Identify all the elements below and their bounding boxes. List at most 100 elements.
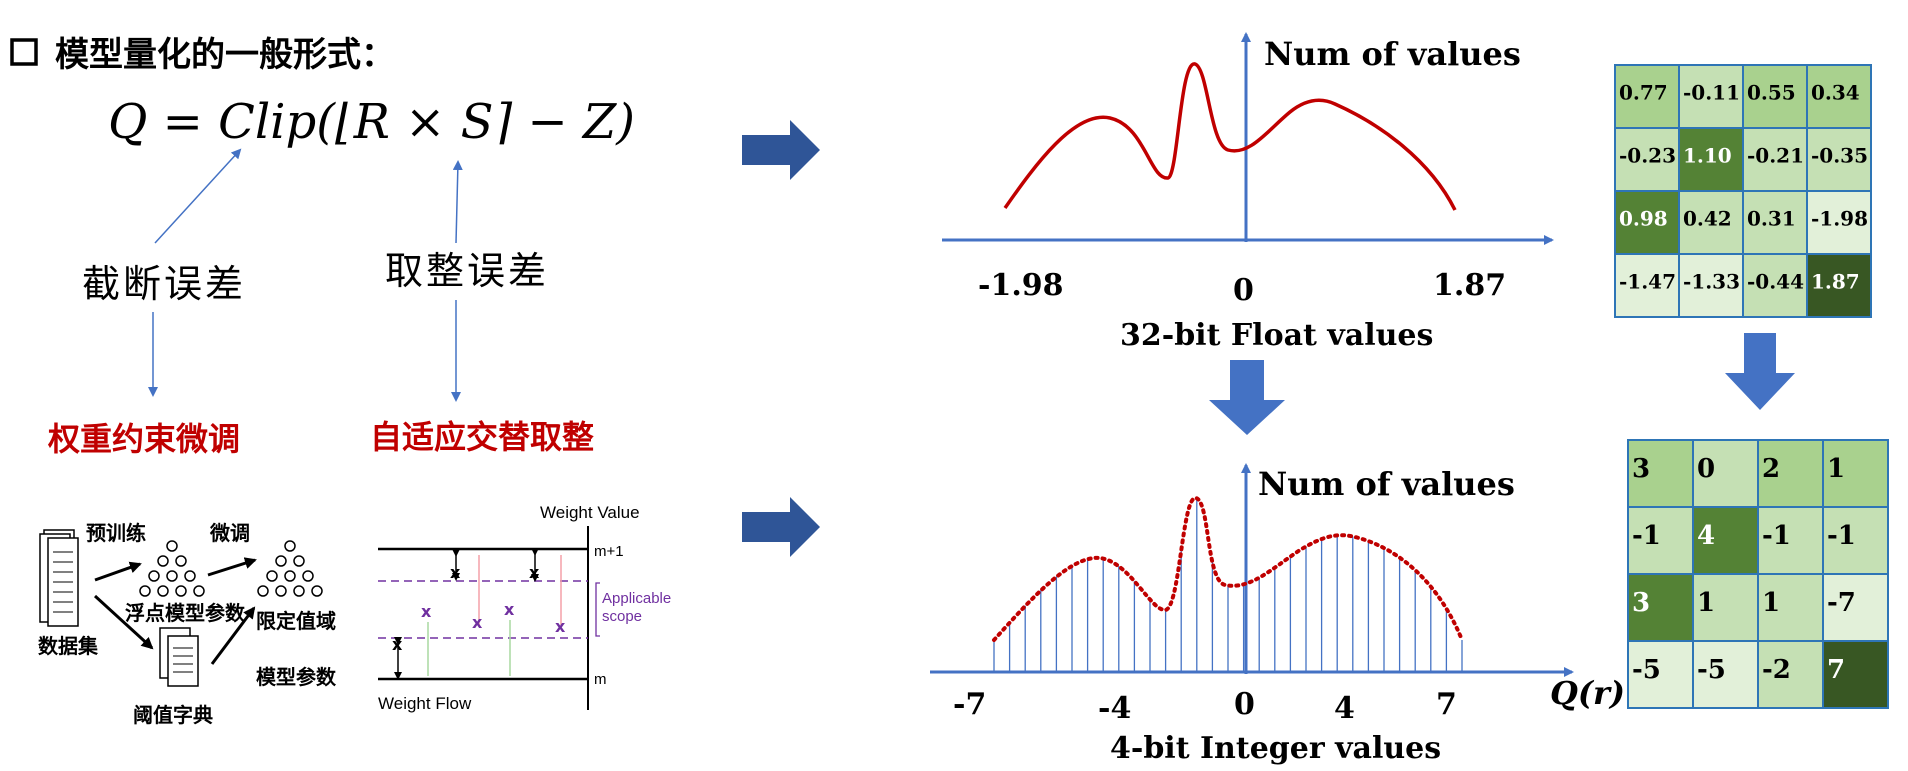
matrix-cell bbox=[1627, 640, 1694, 709]
matrix-cell-value: 0.42 bbox=[1683, 207, 1732, 231]
pretrain-label: 预训练 bbox=[86, 521, 146, 545]
matrix-cell-value: 1.87 bbox=[1811, 270, 1860, 294]
matrix-cell bbox=[1757, 640, 1824, 709]
weight-flow-label: Weight Flow bbox=[378, 694, 472, 713]
matrix-cell bbox=[1806, 190, 1872, 255]
matrix-cell bbox=[1822, 573, 1889, 642]
matrix-cell bbox=[1614, 64, 1680, 129]
int-caption: 4-bit Integer values bbox=[1110, 731, 1441, 766]
svg-text:x: x bbox=[504, 600, 515, 619]
matrix-cell-value: -7 bbox=[1827, 588, 1856, 618]
float-zero-label: 0 bbox=[1233, 273, 1254, 308]
matrix-cell-value: -0.44 bbox=[1747, 270, 1804, 294]
threshold-dict-label: 阈值字典 bbox=[133, 703, 213, 727]
float-weight-matrix: 0.77 -0.11 0.55 0.34 -0.23 1.10 -0.21 -0.35 0.98… bbox=[1614, 64, 1872, 318]
float-model-params-label: 浮点模型参数 bbox=[125, 601, 246, 625]
matrix-cell-value: -5 bbox=[1697, 655, 1726, 685]
dictionary-arrow bbox=[93, 594, 154, 650]
heading-bullet bbox=[10, 38, 38, 66]
quantized-model-network-icon bbox=[257, 540, 323, 597]
matrix-cell-value: -5 bbox=[1632, 655, 1661, 685]
dataset-icon bbox=[39, 529, 79, 627]
svg-text:x: x bbox=[450, 563, 461, 582]
matrix-cell-value: 2 bbox=[1762, 454, 1780, 484]
matrix-quantize-arrow bbox=[1725, 333, 1795, 410]
scope-label-line2: scope bbox=[602, 608, 642, 625]
svg-text:x: x bbox=[472, 613, 483, 632]
matrix-cell bbox=[1692, 640, 1759, 709]
finetune-label: 微调 bbox=[209, 521, 250, 545]
rounding-to-round-arrow bbox=[452, 160, 463, 244]
svg-text:x: x bbox=[555, 617, 566, 636]
matrix-cell-value: -1 bbox=[1762, 521, 1791, 551]
matrix-cell-value: -0.35 bbox=[1811, 144, 1868, 168]
int-tick-label: -4 bbox=[1098, 691, 1131, 726]
method-weight-constraint: 权重约束微调 bbox=[47, 420, 240, 458]
dataset-label: 数据集 bbox=[38, 634, 99, 658]
scope-bracket bbox=[595, 582, 600, 637]
matrix-cell bbox=[1678, 127, 1744, 192]
quantization-formula: Q = Clip(⌊R × S⌉ − Z) bbox=[108, 94, 635, 150]
float-to-int-arrow bbox=[1209, 360, 1285, 435]
matrix-cell-value: 1.10 bbox=[1683, 144, 1732, 168]
svg-text:x: x bbox=[392, 635, 403, 654]
int-distribution-curve bbox=[992, 496, 1464, 642]
matrix-cell-value: 7 bbox=[1827, 655, 1845, 685]
matrix-cell bbox=[1806, 253, 1872, 318]
int-x-label: Q(r) bbox=[1550, 674, 1625, 712]
matrix-cell-value: -0.11 bbox=[1683, 81, 1740, 105]
limited-domain-label: 限定值域 bbox=[256, 609, 336, 633]
matrix-cell bbox=[1614, 190, 1680, 255]
transform-arrow-bottom bbox=[742, 497, 820, 557]
truncation-error-label: 截断误差 bbox=[82, 262, 246, 306]
matrix-cell-value: 1 bbox=[1697, 588, 1715, 618]
matrix-cell bbox=[1742, 190, 1808, 255]
int-y-label: Num of values bbox=[1258, 465, 1515, 503]
matrix-cell-value: 0.31 bbox=[1747, 207, 1796, 231]
matrix-cell-value: 3 bbox=[1632, 454, 1650, 484]
float-max-label: 1.87 bbox=[1433, 268, 1506, 303]
matrix-cell-value: 0 bbox=[1697, 454, 1715, 484]
matrix-cell-value: -0.23 bbox=[1619, 144, 1676, 168]
upper-bound-label: m+1 bbox=[594, 543, 624, 560]
matrix-cell bbox=[1806, 127, 1872, 192]
matrix-cell-value: 0.55 bbox=[1747, 81, 1796, 105]
lower-bound-label: m bbox=[594, 671, 607, 688]
matrix-cell bbox=[1822, 506, 1889, 575]
int-tick-label: 4 bbox=[1334, 691, 1355, 726]
matrix-cell-value: -1.47 bbox=[1619, 270, 1676, 294]
svg-text:x: x bbox=[421, 602, 432, 621]
float-caption: 32-bit Float values bbox=[1120, 318, 1433, 353]
transform-arrow-top bbox=[742, 120, 820, 180]
scope-label-line1: Applicable bbox=[602, 590, 671, 607]
matrix-cell-value: -0.21 bbox=[1747, 144, 1804, 168]
int-tick-labels: -7 -4 0 4 7 bbox=[953, 687, 1457, 726]
matrix-cell-value: -1.98 bbox=[1811, 207, 1868, 231]
float-model-network-icon bbox=[139, 540, 205, 597]
weight-flow-markers: x x x x x x x bbox=[392, 548, 566, 680]
float-min-label: -1.98 bbox=[978, 268, 1064, 303]
matrix-cell bbox=[1822, 439, 1889, 508]
float-distribution-curve bbox=[1003, 62, 1457, 211]
matrix-cell bbox=[1678, 190, 1744, 255]
matrix-cell-value: -1 bbox=[1632, 521, 1661, 551]
matrix-cell bbox=[1757, 439, 1824, 508]
matrix-cell-value: 0.98 bbox=[1619, 207, 1668, 231]
int-tick-label: -7 bbox=[953, 687, 986, 722]
float-y-label: Num of values bbox=[1264, 35, 1521, 73]
matrix-cell-value: 0.34 bbox=[1811, 81, 1860, 105]
matrix-cell bbox=[1678, 253, 1744, 318]
matrix-cell-value: 3 bbox=[1632, 588, 1650, 618]
heading-title: 模型量化的一般形式： bbox=[55, 35, 395, 75]
int-histogram-bins bbox=[993, 498, 1463, 672]
pretrain-arrow bbox=[94, 561, 142, 582]
int-tick-label: 0 bbox=[1234, 687, 1255, 722]
weight-value-title: Weight Value bbox=[540, 503, 640, 522]
model-params-label: 模型参数 bbox=[256, 665, 337, 689]
svg-text:x: x bbox=[529, 563, 540, 582]
truncation-to-clip-arrow bbox=[154, 148, 242, 244]
finetune-arrow bbox=[207, 557, 257, 577]
method-adaptive-rounding: 自适应交替取整 bbox=[370, 418, 594, 456]
matrix-cell-value: -2 bbox=[1762, 655, 1791, 685]
